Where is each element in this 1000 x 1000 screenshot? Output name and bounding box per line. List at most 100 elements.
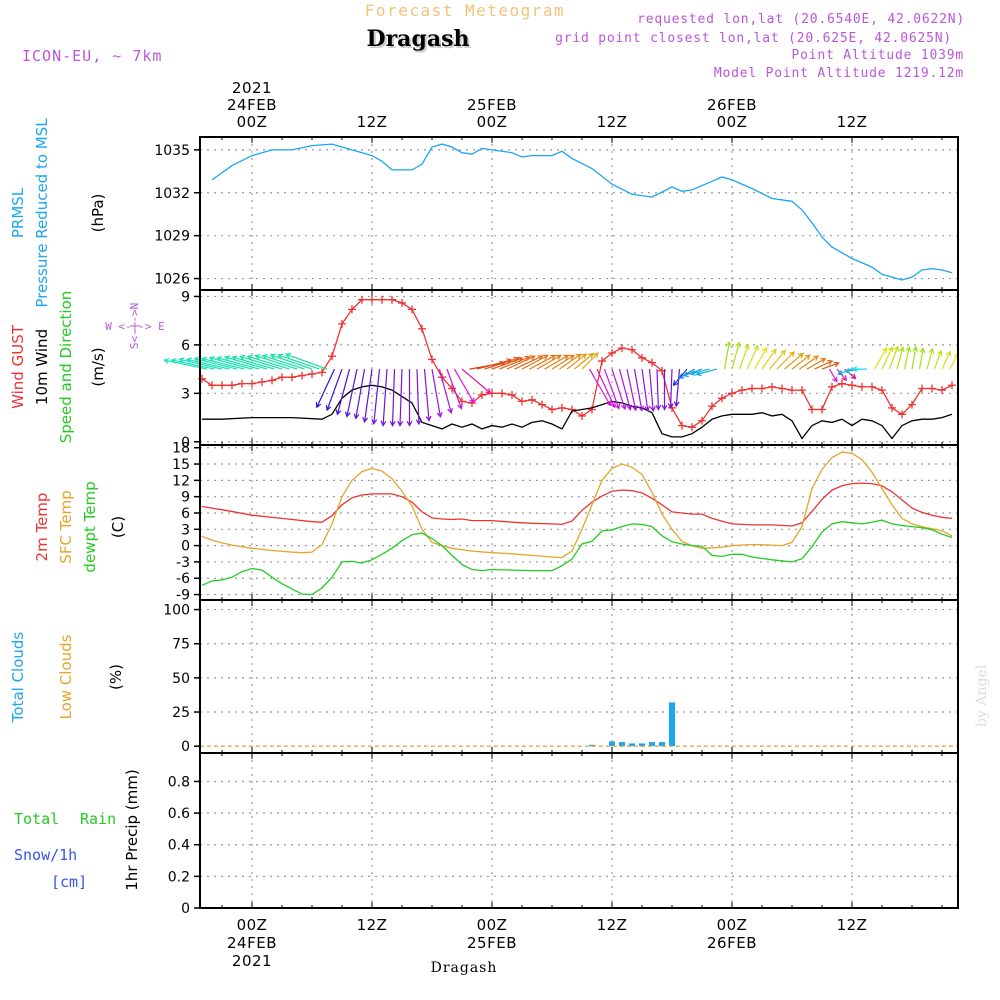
gust-marker — [288, 373, 296, 382]
cloud-bar — [609, 741, 615, 747]
gust-marker — [898, 410, 906, 419]
wind-arrow — [438, 368, 453, 414]
gust-marker — [598, 357, 606, 366]
wind-arrow — [216, 356, 260, 370]
wind-arrow — [362, 369, 373, 424]
model-altitude: Model Point Altitude 1219.12m — [714, 66, 964, 81]
series-prmsl — [211, 143, 953, 281]
gust-marker — [378, 295, 386, 304]
gust-marker — [538, 400, 546, 409]
wind-arrow — [941, 350, 952, 370]
gust-marker — [878, 386, 886, 395]
wind-arrow — [431, 368, 443, 419]
wind-arrow — [618, 368, 633, 411]
wind-arrow — [626, 368, 638, 412]
grid-point-coords: grid point closest lon,lat (20.625E, 42.… — [555, 31, 952, 46]
gust-marker — [418, 324, 426, 333]
y-tick-label: 75 — [172, 637, 190, 653]
y-tick-label: -6 — [176, 571, 190, 587]
gust-marker — [738, 386, 746, 395]
gust-marker — [678, 421, 686, 430]
precip-snow-unit: [cm] — [51, 873, 87, 891]
wind-arrow — [521, 354, 549, 370]
wind-arrow — [231, 355, 275, 370]
gust-marker — [928, 384, 936, 393]
y-tick-label: 1026 — [154, 272, 190, 288]
wind-arrow — [926, 347, 935, 370]
gust-marker — [318, 368, 326, 377]
time-label-bottom: 00Z — [717, 916, 748, 934]
wind-arrow — [170, 358, 215, 370]
wind-arrow — [544, 354, 570, 370]
y-tick-label: 0 — [181, 901, 190, 917]
wind-arrow — [896, 346, 905, 370]
wind-arrow — [821, 361, 840, 370]
time-label-bottom: 12Z — [597, 916, 628, 934]
wind-arrow — [761, 348, 777, 370]
gust-marker — [938, 386, 946, 395]
gust-marker — [788, 386, 796, 395]
wind-arrow — [661, 369, 668, 411]
gust-marker — [478, 390, 486, 399]
cloud-bar — [669, 702, 675, 747]
wind-arrow — [246, 354, 290, 370]
wind-compass-we: W <-|-> E — [105, 320, 165, 333]
series-dewpt-temp — [201, 519, 953, 596]
gust-marker — [848, 381, 856, 390]
time-label-top: 26FEB — [707, 96, 757, 114]
gust-marker — [338, 319, 346, 328]
wind-arrow — [335, 368, 351, 416]
gust-marker — [228, 381, 236, 390]
wind-arrow — [678, 368, 695, 379]
precip-total-label: Total — [14, 810, 59, 828]
gust-marker — [638, 353, 646, 362]
gust-marker — [608, 348, 616, 357]
gust-marker — [948, 381, 956, 390]
wind-arrow — [397, 369, 404, 427]
y-tick-label: 3 — [181, 386, 190, 402]
gust-marker — [748, 384, 756, 393]
wind-arrow — [551, 354, 575, 370]
gust-marker — [428, 355, 436, 364]
panel-label-temp: dewpt Temp — [81, 481, 99, 572]
wind-arrow — [566, 353, 588, 370]
y-tick-label: 0.4 — [168, 838, 190, 854]
precip-rain-label: Rain — [80, 810, 116, 828]
panel-label-wind: Speed and Direction — [57, 291, 75, 444]
y-tick-label: 9 — [181, 289, 190, 305]
wind-arrow — [799, 355, 820, 370]
wind-arrow — [851, 366, 867, 373]
panel-label-pressure: Pressure Reduced to MSL — [33, 118, 51, 308]
wind-arrow — [667, 369, 674, 410]
wind-arrow — [446, 368, 463, 410]
cloud-bar — [629, 743, 635, 747]
wind-arrow — [193, 356, 238, 370]
wind-arrow — [371, 369, 381, 425]
location-title-shadow: Dragash — [369, 28, 472, 54]
wind-arrow — [284, 352, 328, 370]
y-tick-label: 100 — [163, 603, 190, 619]
wind-arrow — [185, 357, 230, 370]
gust-marker — [858, 382, 866, 391]
time-label-bottom: 00Z — [477, 916, 508, 934]
wind-arrow — [776, 351, 795, 370]
time-label-top: 24FEB — [227, 96, 277, 114]
time-label-bottom: 12Z — [837, 916, 868, 934]
gust-marker — [758, 384, 766, 393]
wind-arrow — [903, 345, 912, 370]
gust-marker — [558, 403, 566, 412]
wind-arrow — [695, 368, 718, 377]
gust-marker — [348, 305, 356, 314]
gust-marker — [398, 298, 406, 307]
gust-marker — [248, 379, 256, 388]
gust-marker — [588, 405, 596, 414]
panel-label-clouds: Total Clouds — [9, 632, 27, 724]
gust-marker — [808, 405, 816, 414]
gust-marker — [838, 379, 846, 388]
wind-arrow — [633, 368, 644, 412]
gust-marker — [578, 411, 586, 420]
gust-marker — [508, 390, 516, 399]
y-tick-label: 6 — [181, 506, 190, 522]
